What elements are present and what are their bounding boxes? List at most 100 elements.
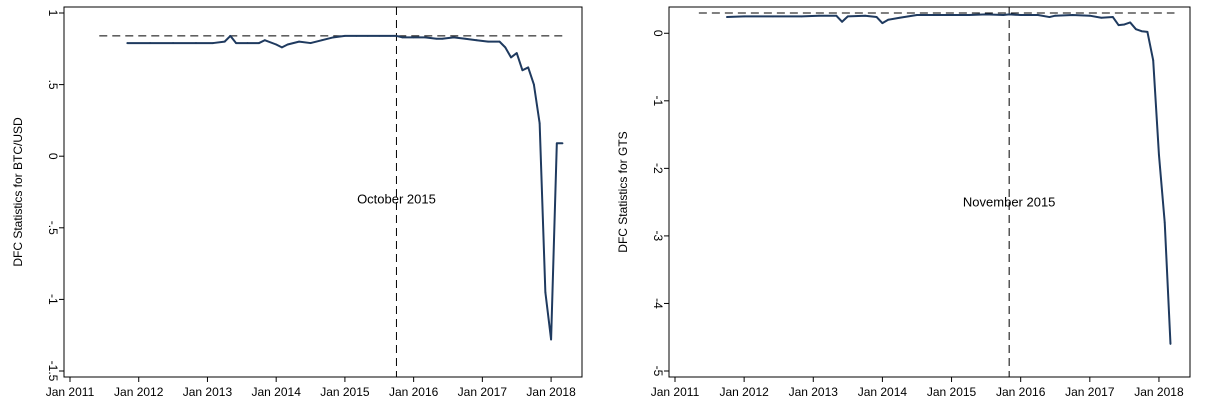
- origination-annotation: November 2015: [963, 195, 1056, 210]
- data-point: [332, 36, 335, 39]
- origination-annotation: October 2015: [357, 192, 436, 207]
- data-point: [464, 37, 467, 40]
- data-point: [412, 36, 415, 39]
- data-point: [985, 13, 988, 16]
- x-tick-label: Jan 2014: [251, 385, 301, 399]
- data-point: [424, 36, 426, 39]
- data-point: [538, 122, 541, 125]
- data-point: [126, 42, 129, 44]
- y-tick-label: -1.5: [46, 361, 60, 382]
- data-point: [510, 56, 512, 59]
- data-point: [1054, 14, 1057, 17]
- data-point: [967, 14, 970, 16]
- data-point: [1169, 343, 1172, 345]
- data-point: [841, 20, 843, 23]
- data-point: [515, 52, 518, 54]
- series-line: [127, 34, 563, 341]
- x-tick-label: Jan 2018: [526, 385, 576, 399]
- data-point: [1135, 28, 1137, 31]
- data-point: [561, 142, 564, 145]
- y-axis-label: DFC Statistics for BTC/USD: [11, 117, 25, 267]
- series-line: [726, 13, 1172, 345]
- y-tick-label: 0: [651, 30, 665, 37]
- data-point: [1129, 21, 1132, 24]
- data-point: [835, 14, 838, 17]
- data-point: [818, 14, 820, 17]
- y-tick-label: -3: [651, 231, 665, 242]
- data-point: [401, 36, 404, 39]
- data-point: [1158, 153, 1160, 156]
- data-point: [916, 14, 918, 16]
- data-point: [1037, 14, 1039, 16]
- data-point: [725, 16, 728, 18]
- plot-frame: [668, 6, 1191, 378]
- x-tick-label: Jan 2018: [1134, 385, 1184, 399]
- data-point: [846, 15, 849, 18]
- data-point: [246, 42, 249, 44]
- data-point: [1111, 16, 1114, 18]
- data-point: [281, 46, 283, 49]
- data-point: [172, 42, 174, 44]
- y-tick-label: -4: [651, 298, 665, 309]
- x-tick-label: Jan 2015: [320, 385, 370, 399]
- plot-frame: [63, 6, 583, 378]
- data-point: [550, 338, 552, 341]
- data-point: [1163, 221, 1166, 224]
- x-tick-label: Jan 2013: [183, 385, 233, 399]
- data-point: [743, 15, 746, 18]
- data-point: [378, 35, 381, 37]
- data-point: [223, 40, 226, 43]
- data-point: [344, 35, 346, 37]
- chart-panel-btc-usd: 1 .5 0 -.5 -1 -1.5 Jan 2011 Jan 2012 Jan 2013 Jan…: [11, 6, 583, 399]
- y-tick-label: .5: [46, 80, 60, 90]
- x-tick-label: Jan 2017: [458, 385, 508, 399]
- y-tick-label: 0: [46, 153, 60, 160]
- y-tick-label: -2: [651, 163, 665, 174]
- data-point: [504, 46, 507, 49]
- data-point: [258, 42, 260, 44]
- data-point: [1100, 16, 1103, 19]
- data-point: [487, 40, 489, 43]
- data-point: [275, 43, 278, 46]
- data-point: [800, 15, 803, 18]
- data-point: [235, 42, 237, 44]
- data-point: [309, 42, 312, 44]
- data-point: [1146, 31, 1149, 33]
- data-point: [555, 142, 558, 145]
- data-point: [1048, 16, 1051, 18]
- data-point: [366, 35, 369, 37]
- data-point: [1140, 30, 1143, 33]
- x-tick-label: Jan 2016: [996, 385, 1046, 399]
- x-tick-label: Jan 2016: [389, 385, 439, 399]
- data-point: [229, 35, 232, 37]
- data-point: [1152, 59, 1155, 62]
- data-point: [1088, 14, 1091, 17]
- y-tick-label: 1: [46, 10, 60, 17]
- data-point: [881, 22, 884, 25]
- data-point: [533, 83, 535, 86]
- data-point: [355, 35, 358, 37]
- data-point: [1071, 14, 1074, 16]
- data-point: [950, 14, 953, 16]
- data-point: [1019, 14, 1022, 16]
- data-point: [321, 39, 323, 42]
- y-tick-label: -1: [46, 294, 60, 305]
- data-point: [475, 39, 478, 42]
- data-point: [887, 18, 890, 21]
- data-point: [389, 35, 392, 37]
- x-tick-label: Jan 2015: [927, 385, 977, 399]
- data-point: [212, 42, 215, 44]
- data-point: [298, 40, 300, 43]
- data-point: [1123, 23, 1126, 26]
- data-point: [263, 39, 266, 42]
- data-point: [195, 42, 197, 44]
- data-point: [1008, 13, 1011, 16]
- data-point: [864, 14, 867, 17]
- x-tick-label: Jan 2012: [114, 385, 164, 399]
- x-tick-label: Jan 2017: [1065, 385, 1115, 399]
- data-point: [898, 16, 901, 19]
- data-point: [772, 15, 774, 18]
- data-point: [286, 43, 289, 46]
- data-point: [544, 291, 547, 294]
